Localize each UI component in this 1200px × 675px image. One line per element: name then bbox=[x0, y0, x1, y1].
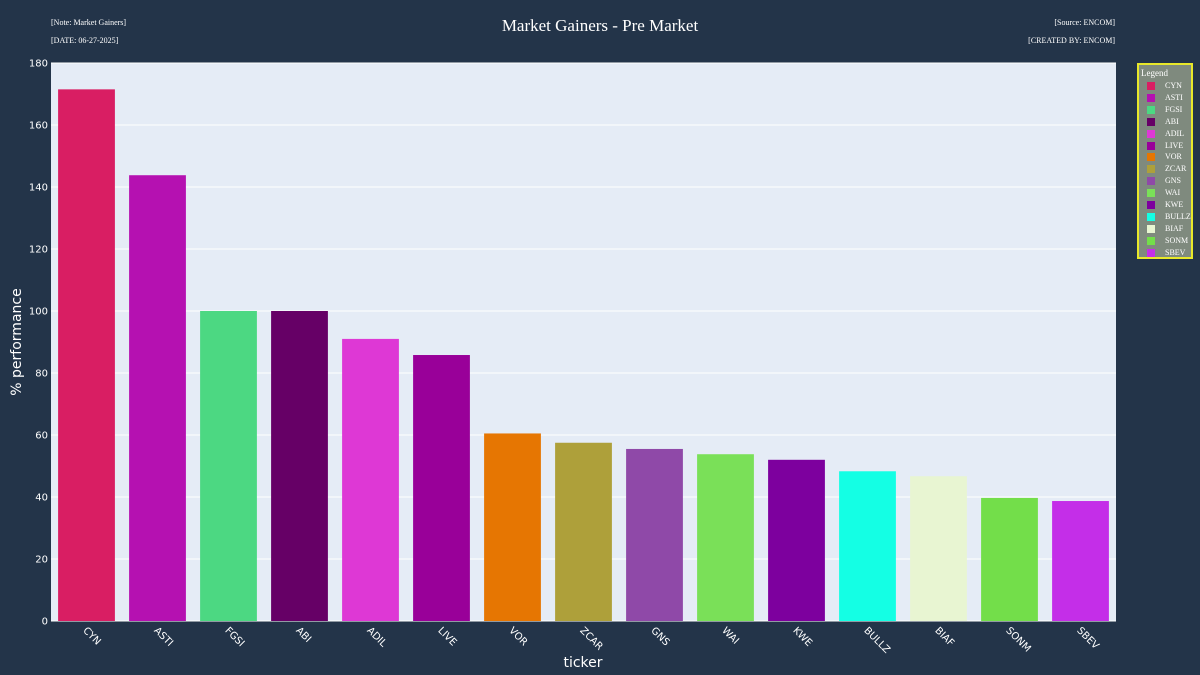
legend-swatch bbox=[1147, 105, 1155, 114]
x-tick-label-sonm: SONM bbox=[1003, 625, 1032, 654]
y-tick-label: 140 bbox=[29, 183, 48, 194]
legend-label: BULLZ bbox=[1165, 211, 1191, 221]
bar-abi[interactable] bbox=[271, 311, 328, 621]
legend-label: BIAF bbox=[1165, 223, 1184, 233]
legend-label: GNS bbox=[1165, 176, 1182, 186]
legend-label: ADIL bbox=[1165, 128, 1185, 138]
legend-swatch bbox=[1147, 141, 1155, 150]
bar-zcar[interactable] bbox=[555, 442, 612, 621]
legend-swatch bbox=[1147, 201, 1155, 209]
date-label: [DATE: 06-27-2025] bbox=[51, 36, 119, 45]
legend-label: SONM bbox=[1165, 235, 1189, 245]
legend-swatch bbox=[1147, 117, 1155, 126]
bar-cyn[interactable] bbox=[58, 89, 115, 622]
legend-label: ASTI bbox=[1165, 92, 1183, 102]
legend-swatch bbox=[1147, 153, 1155, 162]
legend-swatch bbox=[1147, 248, 1155, 257]
bar-fgsi[interactable] bbox=[200, 311, 257, 621]
x-tick-label-asti: ASTI bbox=[151, 625, 175, 649]
x-tick-label-live: LIVE bbox=[435, 625, 458, 648]
bar-bullz[interactable] bbox=[839, 471, 896, 621]
legend-swatch bbox=[1147, 82, 1155, 90]
y-tick-labels: 0 20 40 60 80 100 120 140 160 180 bbox=[29, 59, 48, 628]
legend-swatch bbox=[1147, 212, 1155, 221]
y-tick-label: 100 bbox=[29, 307, 48, 318]
y-tick-label: 180 bbox=[29, 59, 48, 70]
legend-swatch bbox=[1147, 165, 1155, 174]
y-tick-label: 20 bbox=[35, 555, 48, 566]
legend: Legend CYN ASTI FGSI ABI ADIL LIVE VOR ZCAR GNS W… bbox=[1137, 63, 1193, 259]
bar-wai[interactable] bbox=[697, 454, 754, 621]
chart-title: Market Gainers - Pre Market bbox=[501, 16, 699, 35]
x-tick-label-vor: VOR bbox=[506, 625, 529, 648]
legend-swatch bbox=[1147, 129, 1155, 138]
y-tick-label: 80 bbox=[35, 369, 48, 380]
legend-label: LIVE bbox=[1165, 140, 1184, 150]
x-tick-label-wai: WAI bbox=[719, 625, 740, 646]
bar-adil[interactable] bbox=[342, 338, 399, 621]
y-tick-label: 0 bbox=[42, 617, 48, 628]
y-tick-label: 40 bbox=[35, 493, 48, 504]
x-tick-label-sbev: SBEV bbox=[1074, 625, 1101, 652]
x-tick-label-bullz: BULLZ bbox=[861, 625, 892, 656]
legend-swatch bbox=[1147, 236, 1155, 245]
note-label: [Note: Market Gainers] bbox=[51, 18, 127, 27]
bar-asti[interactable] bbox=[129, 175, 186, 621]
legend-swatch bbox=[1147, 224, 1155, 233]
x-tick-labels: CYN ASTI FGSI ABI ADIL LIVE VOR ZCAR GNS WAI KWE BU… bbox=[80, 625, 1101, 656]
legend-label: KWE bbox=[1165, 200, 1184, 209]
legend-label: SBEV bbox=[1165, 247, 1186, 257]
x-axis-title: ticker bbox=[563, 655, 602, 671]
legend-label: ABI bbox=[1165, 116, 1179, 126]
legend-label: WAI bbox=[1165, 188, 1181, 198]
created-by-label: [CREATED BY: ENCOM] bbox=[1028, 36, 1115, 45]
x-tick-label-abi: ABI bbox=[293, 625, 313, 645]
bars bbox=[58, 89, 1109, 622]
legend-label: FGSI bbox=[1165, 104, 1183, 114]
bar-kwe[interactable] bbox=[768, 459, 825, 621]
bar-gns[interactable] bbox=[626, 448, 683, 621]
x-tick-label-kwe: KWE bbox=[790, 625, 814, 649]
legend-label: VOR bbox=[1165, 152, 1182, 162]
x-tick-label-gns: GNS bbox=[648, 625, 671, 648]
x-tick-label-adil: ADIL bbox=[364, 625, 388, 649]
x-tick-label-fgsi: FGSI bbox=[222, 625, 246, 649]
bar-biaf[interactable] bbox=[910, 476, 967, 621]
y-tick-label: 60 bbox=[35, 431, 48, 442]
y-tick-label: 120 bbox=[29, 245, 48, 256]
x-tick-label-biaf: BIAF bbox=[932, 625, 956, 649]
y-axis-title: % performance bbox=[9, 288, 25, 395]
bar-live[interactable] bbox=[413, 355, 470, 621]
legend-swatch bbox=[1147, 177, 1155, 186]
bar-vor[interactable] bbox=[484, 433, 541, 621]
legend-swatch bbox=[1147, 93, 1155, 102]
x-tick-label-zcar: ZCAR bbox=[577, 625, 604, 652]
legend-label: ZCAR bbox=[1165, 164, 1187, 174]
legend-swatch bbox=[1147, 189, 1155, 198]
bar-sonm[interactable] bbox=[981, 497, 1038, 621]
x-tick-label-cyn: CYN bbox=[80, 625, 102, 647]
source-label: [Source: ENCOM] bbox=[1054, 18, 1115, 27]
legend-label: CYN bbox=[1165, 81, 1182, 90]
y-tick-label: 160 bbox=[29, 121, 48, 132]
legend-title: Legend bbox=[1141, 68, 1168, 78]
bar-sbev[interactable] bbox=[1052, 501, 1109, 621]
